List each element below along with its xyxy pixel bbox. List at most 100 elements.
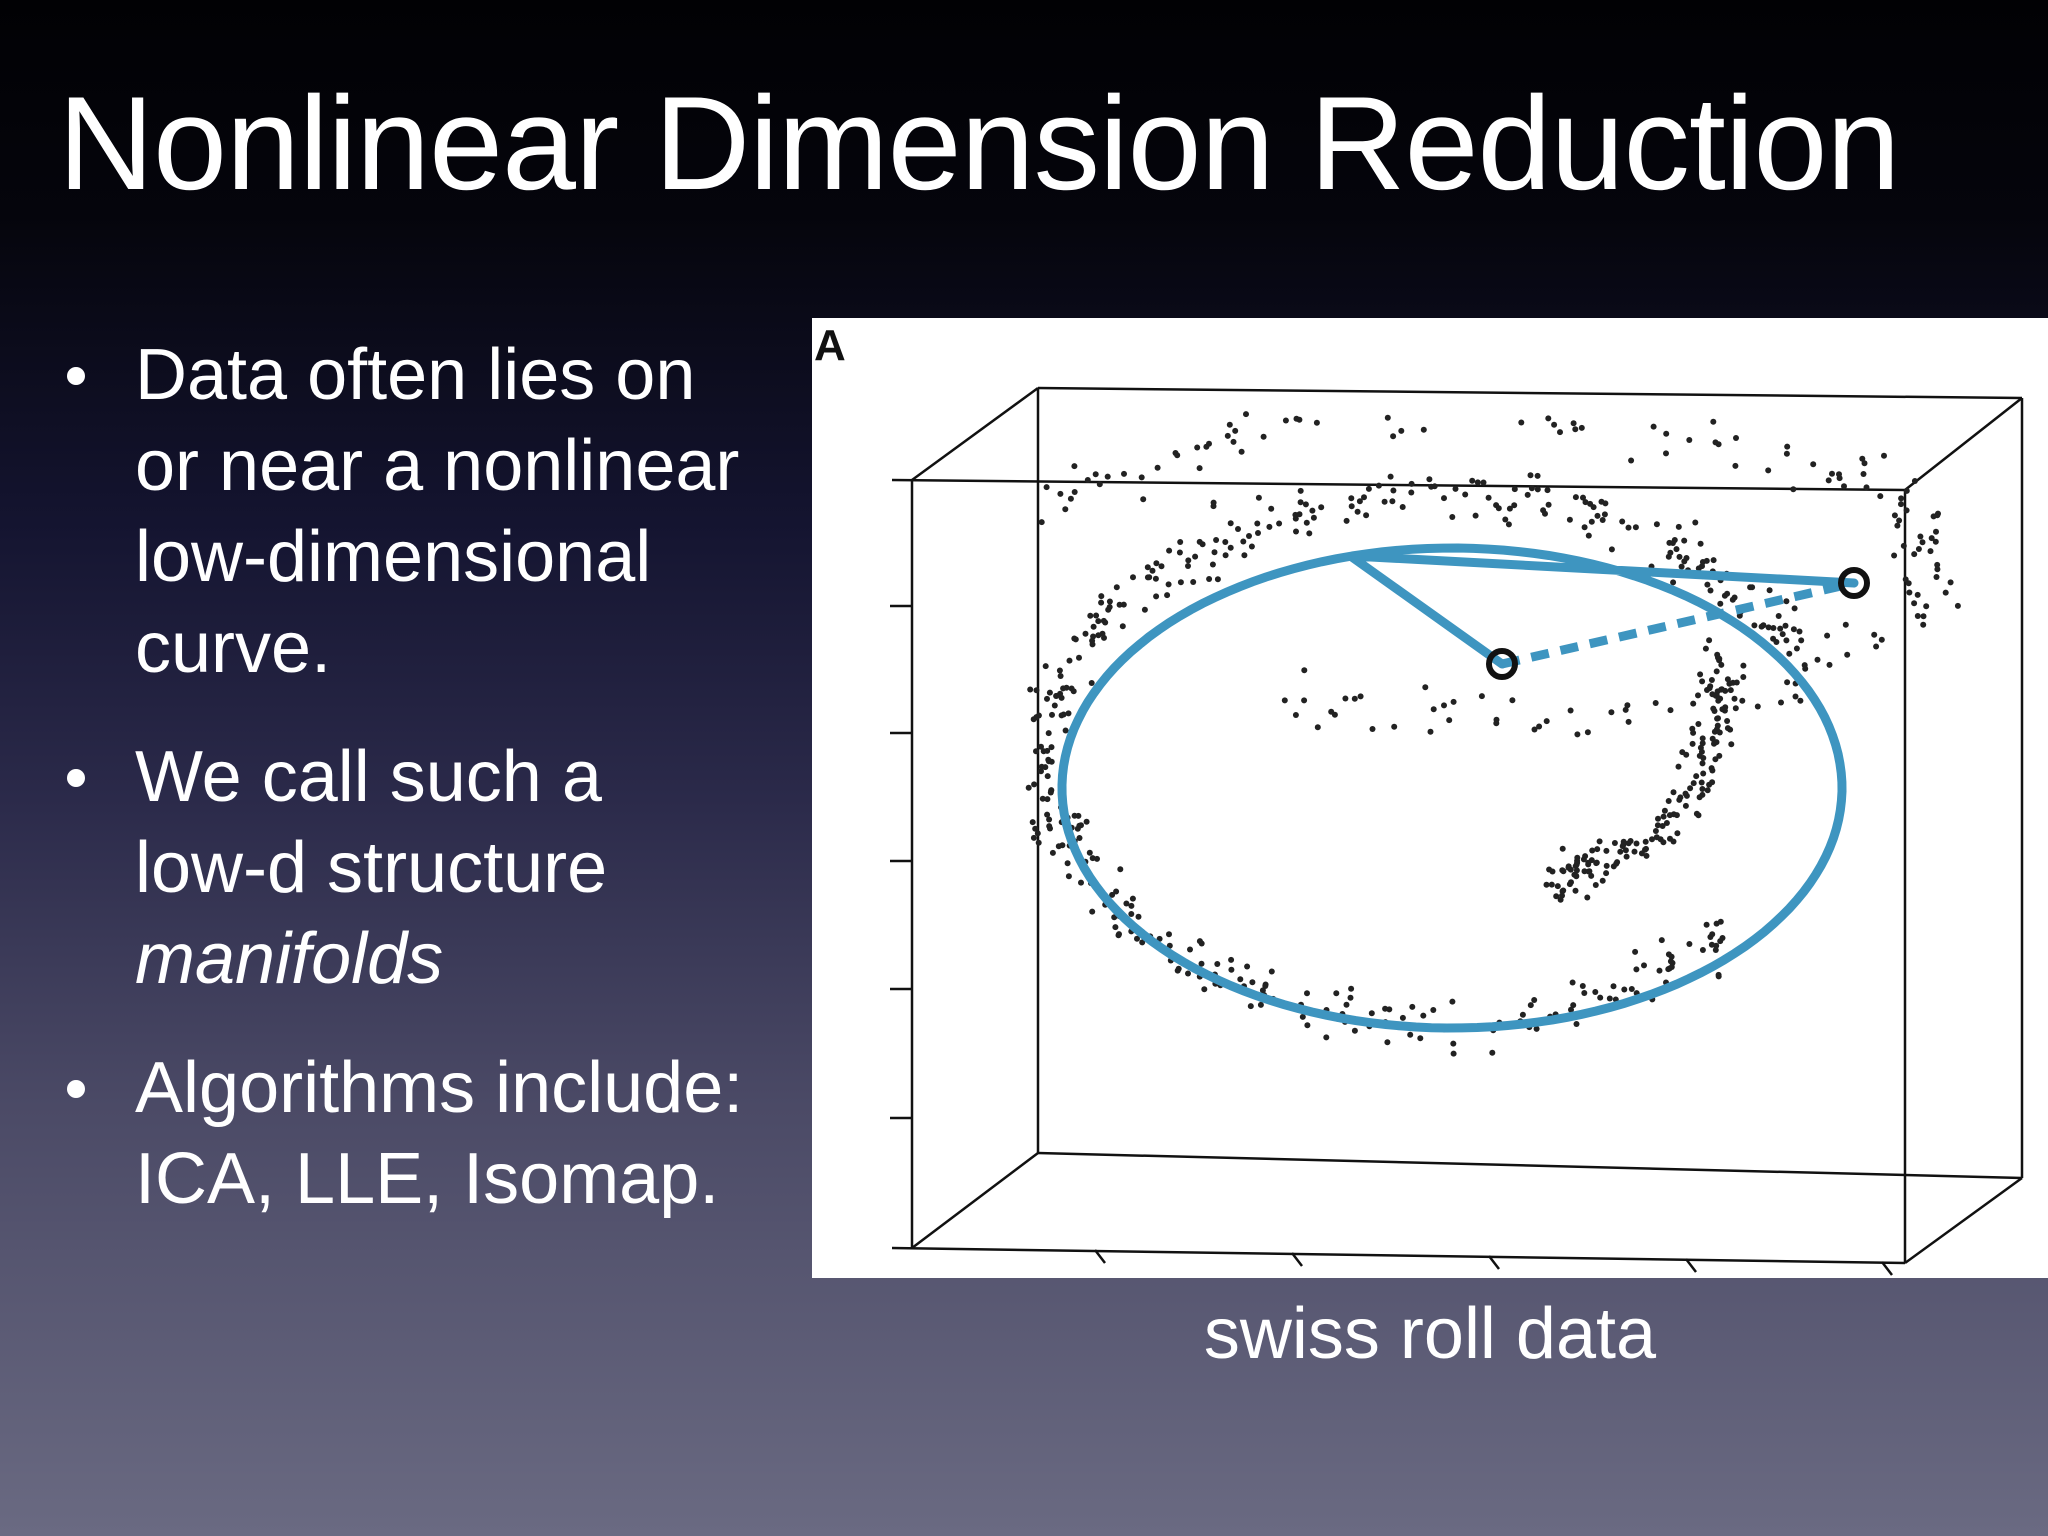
scatter-point <box>1048 787 1055 794</box>
scatter-point <box>1368 1010 1375 1017</box>
scatter-point <box>1593 859 1600 866</box>
scatter-point <box>1090 633 1097 640</box>
scatter-point <box>1652 828 1659 834</box>
scatter-point <box>1099 630 1106 637</box>
scatter-point <box>1747 584 1754 591</box>
scatter-point <box>1708 765 1715 772</box>
bullet-line: ICA, LLE, Isomap. <box>135 1139 720 1219</box>
scatter-point <box>1798 637 1805 644</box>
scatter-point <box>1699 786 1706 792</box>
scatter-point <box>1427 728 1434 735</box>
scatter-point <box>1934 561 1941 568</box>
scatter-point <box>1154 464 1161 471</box>
scatter-point <box>1240 538 1247 545</box>
scatter-point <box>1728 741 1735 748</box>
scatter-point <box>1089 641 1096 648</box>
scatter-point <box>1732 462 1739 469</box>
scatter-point <box>1665 798 1672 804</box>
scatter-point <box>1528 485 1535 492</box>
scatter-point <box>1686 437 1693 443</box>
scatter-point <box>1449 514 1456 520</box>
scatter-point <box>1726 680 1733 687</box>
scatter-point <box>1281 697 1288 704</box>
scatter-point <box>1408 489 1415 496</box>
scatter-point <box>1323 1034 1330 1041</box>
scatter-point <box>1292 511 1299 518</box>
scatter-point <box>1836 471 1842 478</box>
scatter-point <box>1911 551 1918 558</box>
scatter-point <box>1588 857 1595 864</box>
scatter-point <box>1689 740 1696 747</box>
scatter-point <box>1933 528 1939 535</box>
scatter-point <box>1134 935 1140 942</box>
scatter-point <box>1153 593 1160 600</box>
scatter-point <box>1791 605 1798 612</box>
scatter-point <box>1260 433 1267 440</box>
scatter-point <box>1246 533 1252 539</box>
scatter-point <box>1076 835 1083 841</box>
scatter-point <box>1608 546 1615 553</box>
scatter-point <box>1130 574 1136 581</box>
box-edge <box>1037 386 2023 400</box>
scatter-point <box>1505 521 1512 528</box>
scatter-point <box>1135 913 1142 920</box>
scatter-point <box>1606 995 1613 1002</box>
scatter-point <box>1384 1039 1391 1046</box>
scatter-point <box>1927 548 1934 555</box>
scatter-point <box>1035 839 1042 846</box>
scatter-point <box>1485 494 1492 501</box>
scatter-point <box>1740 662 1747 669</box>
scatter-point <box>1710 557 1717 564</box>
scatter-point <box>1417 1035 1424 1042</box>
scatter-point <box>1783 450 1790 457</box>
scatter-point <box>1697 744 1704 751</box>
scatter-point <box>1292 712 1299 718</box>
scatter-point <box>1715 971 1722 978</box>
scatter-point <box>1670 838 1677 845</box>
scatter-point <box>1796 628 1803 635</box>
scatter-point <box>1164 592 1171 599</box>
scatter-point <box>1589 847 1596 854</box>
scatter-point <box>1930 513 1937 520</box>
scatter-point <box>1588 872 1595 879</box>
scatter-point <box>1826 661 1833 668</box>
scatter-point <box>1707 934 1714 940</box>
end-point-marker <box>1838 567 1870 599</box>
scatter-point <box>1712 947 1719 953</box>
scatter-point <box>1450 1040 1457 1047</box>
scatter-point <box>1093 612 1100 619</box>
scatter-point <box>1027 686 1034 693</box>
scatter-point <box>1935 510 1941 517</box>
scatter-point <box>1706 637 1713 644</box>
bullet-line: low-d structure <box>135 828 608 908</box>
bullet-line-italic: manifolds <box>135 919 444 999</box>
scatter-point <box>1420 426 1427 433</box>
scatter-point <box>1066 657 1073 664</box>
scatter-point <box>1702 645 1709 652</box>
scatter-point <box>1088 680 1095 686</box>
box-edge <box>911 1152 1039 1249</box>
x-tick <box>1094 1249 1106 1264</box>
scatter-point <box>1663 430 1670 437</box>
scatter-point <box>1363 512 1370 519</box>
scatter-point <box>1342 695 1349 702</box>
scatter-point <box>1227 520 1234 527</box>
bullet-line: Data often lies on <box>135 335 696 415</box>
scatter-point <box>1732 705 1739 712</box>
scatter-point <box>1343 517 1350 524</box>
scatter-point <box>1426 476 1433 483</box>
scatter-point <box>1527 472 1534 479</box>
scatter-point <box>1717 600 1724 607</box>
scatter-point <box>1034 830 1041 837</box>
scatter-point <box>1347 994 1354 1001</box>
scatter-point <box>1333 990 1340 997</box>
scatter-point <box>1585 861 1592 868</box>
scatter-point <box>1622 847 1629 854</box>
scatter-point <box>1661 807 1668 814</box>
plot-box <box>891 386 2024 1265</box>
scatter-point <box>1033 748 1039 755</box>
scatter-point <box>1348 495 1355 502</box>
scatter-point <box>1623 853 1630 860</box>
scatter-point <box>1527 1002 1534 1009</box>
bullet-dot-icon <box>67 367 85 385</box>
